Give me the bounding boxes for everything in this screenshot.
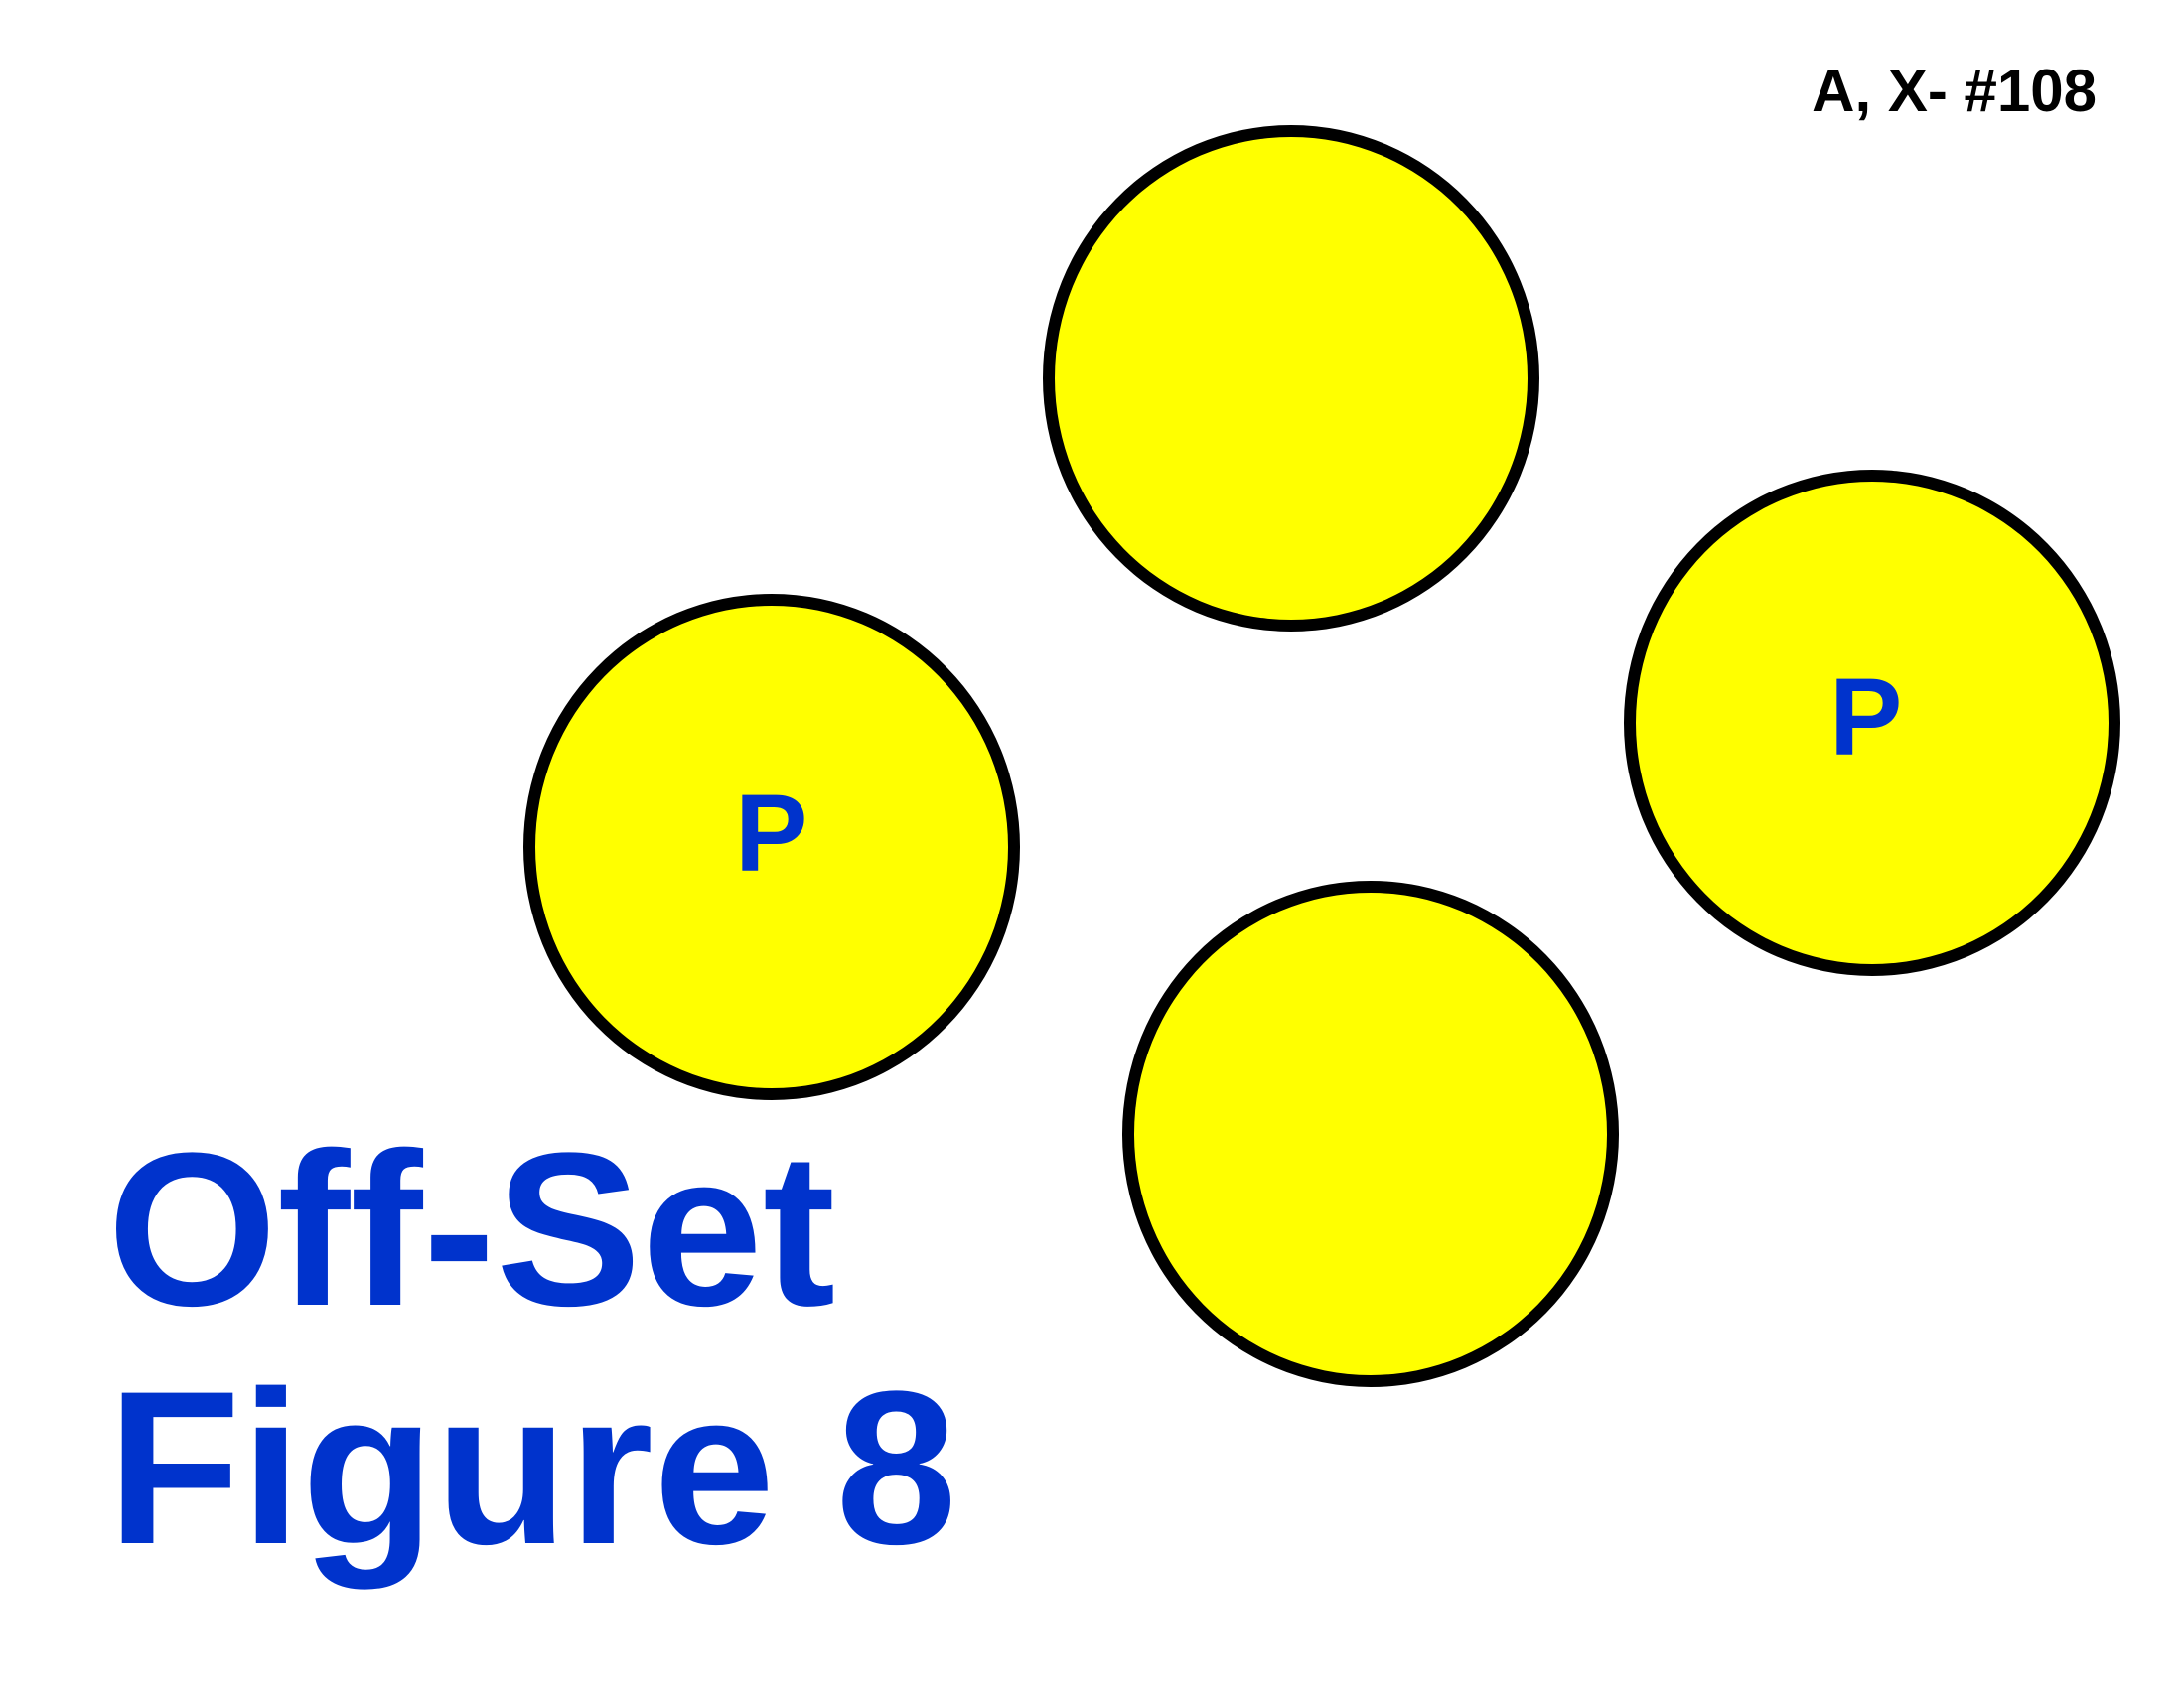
pattern-code-label: A, X- #108 xyxy=(1812,58,2097,124)
title-line-2: Figure 8 xyxy=(107,1345,957,1590)
cone-right-label: P xyxy=(1829,656,1903,778)
title-line-1: Off-Set xyxy=(107,1107,836,1351)
cone-top xyxy=(1043,125,1539,632)
cone-left-label: P xyxy=(735,773,808,895)
figure-title: Off-Set Figure 8 xyxy=(107,1110,957,1587)
cone-bottom xyxy=(1122,881,1619,1387)
